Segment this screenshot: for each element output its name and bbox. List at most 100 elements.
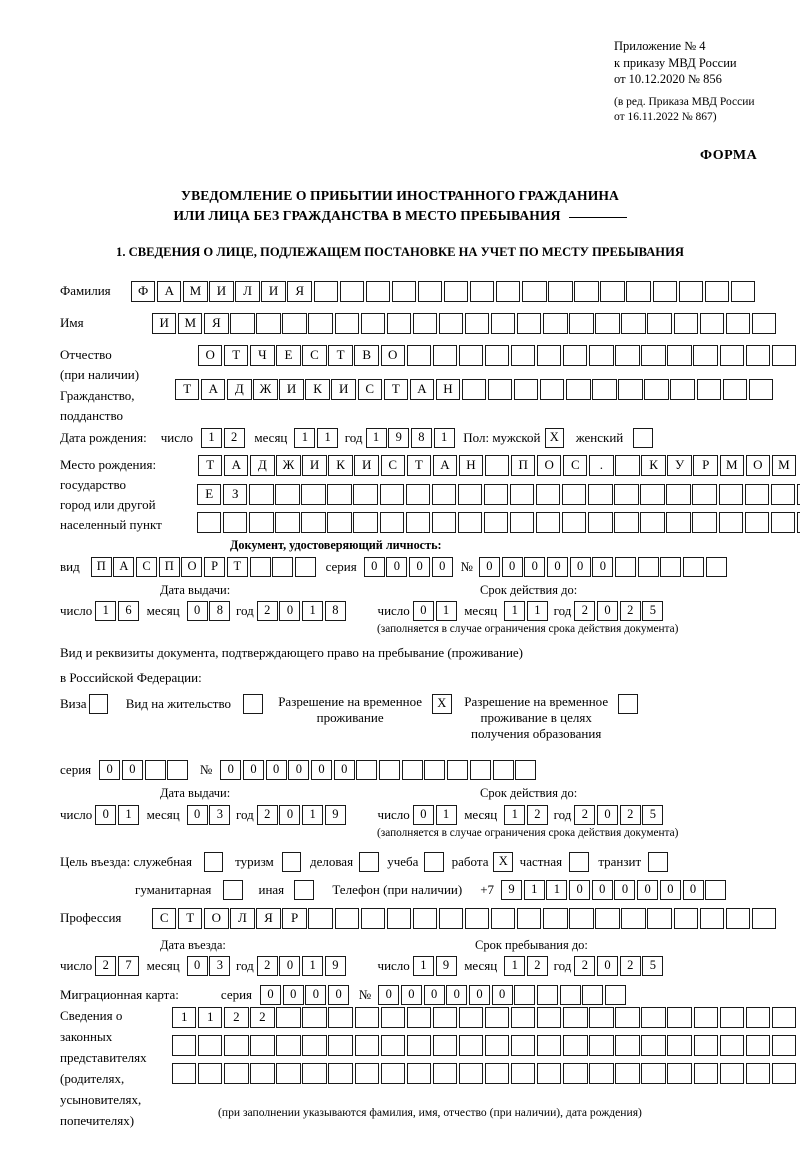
char-cell[interactable]: М	[178, 313, 203, 334]
char-cell[interactable]: 0	[279, 805, 301, 825]
char-cell[interactable]: 2	[223, 428, 245, 448]
char-cell[interactable]	[438, 313, 464, 334]
char-cell[interactable]: Ж	[276, 455, 301, 476]
char-cell[interactable]	[537, 985, 558, 1005]
char-cell[interactable]	[705, 557, 727, 577]
char-cell[interactable]	[730, 281, 756, 302]
char-cell[interactable]	[515, 760, 537, 780]
char-cell[interactable]: 1	[317, 428, 339, 448]
char-cell[interactable]	[588, 512, 613, 533]
char-cell[interactable]	[588, 484, 613, 505]
char-cell[interactable]	[699, 313, 725, 334]
char-cell[interactable]: С	[563, 455, 588, 476]
char-cell[interactable]	[431, 484, 457, 505]
char-cell[interactable]	[458, 345, 484, 366]
char-cell[interactable]: 1	[302, 805, 324, 825]
char-cell[interactable]	[470, 281, 495, 302]
char-cell[interactable]	[641, 345, 666, 366]
char-cell[interactable]: 2	[619, 956, 641, 976]
char-cell[interactable]	[379, 484, 404, 505]
char-cell[interactable]: 0	[305, 985, 327, 1005]
char-cell[interactable]	[517, 908, 542, 929]
char-cell[interactable]	[406, 1035, 432, 1056]
char-cell[interactable]	[224, 1063, 249, 1084]
char-cell[interactable]: Д	[250, 455, 275, 476]
char-cell[interactable]: Л	[235, 281, 260, 302]
char-cell[interactable]	[621, 313, 646, 334]
char-cell[interactable]	[249, 557, 271, 577]
char-cell[interactable]: 1	[435, 601, 457, 621]
char-cell[interactable]: X	[493, 852, 513, 872]
char-cell[interactable]: 5	[642, 805, 664, 825]
char-cell[interactable]: И	[209, 281, 234, 302]
char-cell[interactable]	[605, 985, 627, 1005]
char-cell[interactable]	[275, 512, 300, 533]
char-cell[interactable]	[276, 1007, 301, 1028]
char-cell[interactable]	[667, 1063, 692, 1084]
char-cell[interactable]: 0	[491, 985, 513, 1005]
char-cell[interactable]	[770, 484, 796, 505]
char-cell[interactable]	[276, 1063, 301, 1084]
char-cell[interactable]	[354, 1007, 379, 1028]
char-cell[interactable]	[365, 281, 391, 302]
char-cell[interactable]: 8	[209, 601, 231, 621]
char-cell[interactable]: О	[204, 908, 229, 929]
char-cell[interactable]	[693, 1007, 718, 1028]
char-cell[interactable]: Л	[230, 908, 255, 929]
char-cell[interactable]	[667, 1035, 692, 1056]
char-cell[interactable]: Т	[383, 379, 409, 400]
char-cell[interactable]	[517, 313, 542, 334]
char-cell[interactable]	[484, 1063, 510, 1084]
char-cell[interactable]	[276, 1035, 301, 1056]
char-cell[interactable]: Н	[435, 379, 461, 400]
char-cell[interactable]: И	[302, 455, 327, 476]
char-cell[interactable]	[666, 512, 691, 533]
char-cell[interactable]: П	[158, 557, 180, 577]
char-cell[interactable]: С	[136, 557, 158, 577]
char-cell[interactable]	[693, 345, 718, 366]
char-cell[interactable]: И	[354, 455, 379, 476]
char-cell[interactable]	[380, 1007, 406, 1028]
char-cell[interactable]: 2	[250, 1007, 275, 1028]
char-cell[interactable]: Ж	[253, 379, 278, 400]
char-cell[interactable]	[256, 313, 281, 334]
char-cell[interactable]	[301, 484, 326, 505]
char-cell[interactable]: 1	[365, 428, 387, 448]
char-cell[interactable]	[673, 908, 698, 929]
char-cell[interactable]: 0	[569, 880, 591, 900]
char-cell[interactable]	[391, 281, 417, 302]
char-cell[interactable]	[705, 880, 727, 900]
char-cell[interactable]	[537, 1063, 562, 1084]
char-cell[interactable]	[667, 1007, 692, 1028]
char-cell[interactable]: 1	[433, 428, 455, 448]
char-cell[interactable]	[250, 1063, 275, 1084]
char-cell[interactable]	[589, 1007, 614, 1028]
char-cell[interactable]	[563, 1035, 588, 1056]
char-cell[interactable]: В	[354, 345, 379, 366]
char-cell[interactable]	[548, 281, 573, 302]
char-cell[interactable]: 5	[642, 601, 664, 621]
char-cell[interactable]	[353, 512, 378, 533]
char-cell[interactable]	[562, 484, 587, 505]
char-cell[interactable]	[678, 281, 704, 302]
char-cell[interactable]	[272, 557, 294, 577]
char-cell[interactable]: 0	[446, 985, 468, 1005]
char-cell[interactable]	[796, 484, 800, 505]
char-cell[interactable]	[751, 908, 777, 929]
char-cell[interactable]	[536, 512, 561, 533]
char-cell[interactable]	[543, 313, 568, 334]
char-cell[interactable]: 1	[198, 1007, 223, 1028]
char-cell[interactable]	[771, 345, 797, 366]
